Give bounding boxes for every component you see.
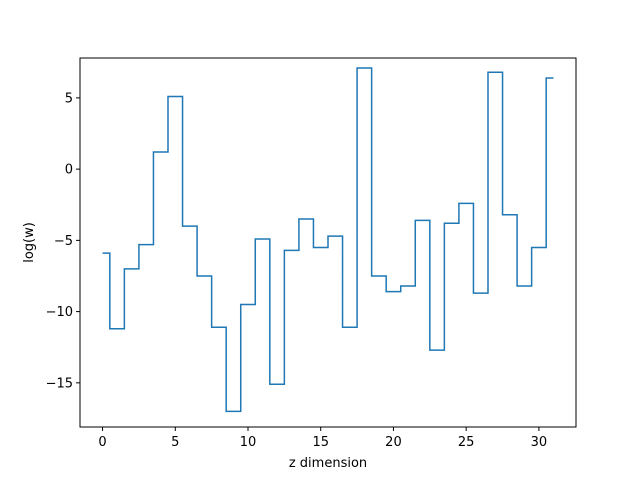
series-line-0	[102, 67, 554, 413]
x-axis-label: z dimension	[289, 456, 367, 471]
x-tick-label: 5	[171, 435, 179, 450]
x-tick-label: 30	[531, 435, 548, 450]
y-tick-label: 0	[65, 163, 73, 178]
axes-frame	[79, 57, 577, 428]
y-tick-label: 5	[65, 91, 73, 106]
x-tick-label: 0	[98, 435, 106, 450]
x-tick-label: 10	[240, 435, 257, 450]
x-tick-label: 25	[458, 435, 475, 450]
x-tick-label: 20	[385, 435, 402, 450]
axes: 0 5 10 15 20 25 30 5 0 −5 −10 −15	[46, 57, 577, 450]
y-tick-label: −5	[54, 234, 73, 249]
y-tick-label: −10	[46, 305, 73, 320]
x-tick-label: 15	[312, 435, 329, 450]
y-axis-label: log(w)	[22, 222, 37, 263]
y-tick-label: −15	[46, 376, 73, 391]
plot-area	[102, 67, 554, 413]
